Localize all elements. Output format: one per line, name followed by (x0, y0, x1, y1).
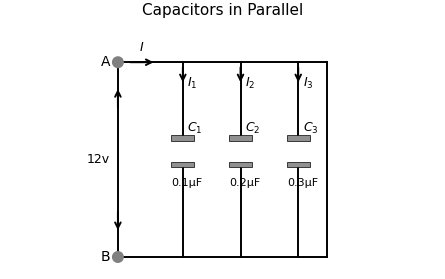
Bar (171, 135, 194, 141)
Text: I: I (140, 41, 144, 54)
Bar (229, 162, 252, 167)
Bar (171, 162, 194, 167)
Text: $I_{3}$: $I_{3}$ (303, 76, 313, 92)
Text: $C_{3}$: $C_{3}$ (303, 121, 318, 136)
Bar (287, 135, 310, 141)
Text: 0.1μF: 0.1μF (171, 178, 202, 188)
Text: A: A (101, 55, 110, 69)
Text: $I_{2}$: $I_{2}$ (245, 76, 255, 92)
Text: 12v: 12v (87, 153, 110, 166)
Text: $I_{1}$: $I_{1}$ (187, 76, 198, 92)
Title: Capacitors in Parallel: Capacitors in Parallel (142, 3, 303, 18)
Text: $C_{2}$: $C_{2}$ (245, 121, 260, 136)
Circle shape (113, 57, 123, 68)
Text: B: B (101, 250, 110, 264)
Text: $C_{1}$: $C_{1}$ (187, 121, 202, 136)
Bar (229, 135, 252, 141)
Text: 0.2μF: 0.2μF (229, 178, 260, 188)
Bar (287, 162, 310, 167)
Circle shape (113, 252, 123, 262)
Text: 0.3μF: 0.3μF (287, 178, 318, 188)
